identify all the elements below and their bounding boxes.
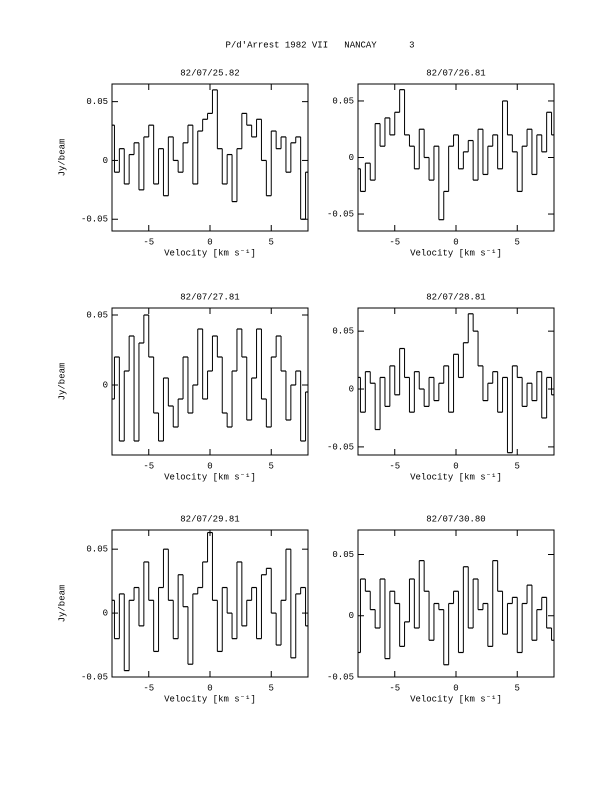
x-tick-label: 0 [207,237,212,247]
y-tick-label: 0 [103,380,108,390]
y-tick-label: -0.05 [327,672,354,682]
y-tick-label: -0.05 [327,209,354,219]
x-tick-label: 5 [269,461,274,471]
panel-title: 82/07/25.82 [180,68,239,78]
x-tick-label: -5 [389,237,400,247]
x-tick-label: 0 [453,683,458,693]
x-tick-label: 5 [515,683,520,693]
x-tick-label: 5 [269,683,274,693]
x-axis-label: Velocity [km s⁻¹] [164,694,256,704]
x-tick-label: 0 [207,683,212,693]
x-tick-label: 5 [269,237,274,247]
panel-title: 82/07/29.81 [180,514,239,524]
y-axis-label: Jy/beam [57,585,67,623]
panel-title: 82/07/30.80 [426,514,485,524]
y-tick-label: 0.05 [332,550,354,560]
x-tick-label: 0 [453,237,458,247]
y-tick-label: -0.05 [81,215,108,225]
y-tick-label: 0.05 [332,327,354,337]
y-tick-label: 0 [103,156,108,166]
x-axis-label: Velocity [km s⁻¹] [164,472,256,482]
x-axis-label: Velocity [km s⁻¹] [164,248,256,258]
y-axis-label: Jy/beam [57,363,67,401]
x-tick-label: 0 [453,461,458,471]
x-axis-label: Velocity [km s⁻¹] [410,694,502,704]
x-axis-label: Velocity [km s⁻¹] [410,248,502,258]
y-tick-label: 0 [349,611,354,621]
x-axis-label: Velocity [km s⁻¹] [410,472,502,482]
y-axis-label: Jy/beam [57,139,67,177]
x-tick-label: -5 [143,237,154,247]
y-tick-label: -0.05 [81,672,108,682]
panel-title: 82/07/28.81 [426,292,485,302]
panel-title: 82/07/27.81 [180,292,239,302]
x-tick-label: 5 [515,461,520,471]
y-tick-label: 0 [349,384,354,394]
x-tick-label: -5 [143,461,154,471]
x-tick-label: -5 [389,683,400,693]
x-tick-label: 0 [207,461,212,471]
x-tick-label: 5 [515,237,520,247]
y-tick-label: 0 [349,153,354,163]
x-tick-label: -5 [389,461,400,471]
y-tick-label: 0.05 [86,545,108,555]
panel-title: 82/07/26.81 [426,68,485,78]
y-tick-label: 0.05 [86,97,108,107]
x-tick-label: -5 [143,683,154,693]
page-title: P/d'Arrest 1982 VII NANCAY 3 [225,40,414,50]
y-tick-label: 0.05 [332,96,354,106]
y-tick-label: -0.05 [327,442,354,452]
y-tick-label: 0.05 [86,310,108,320]
y-tick-label: 0 [103,608,108,618]
